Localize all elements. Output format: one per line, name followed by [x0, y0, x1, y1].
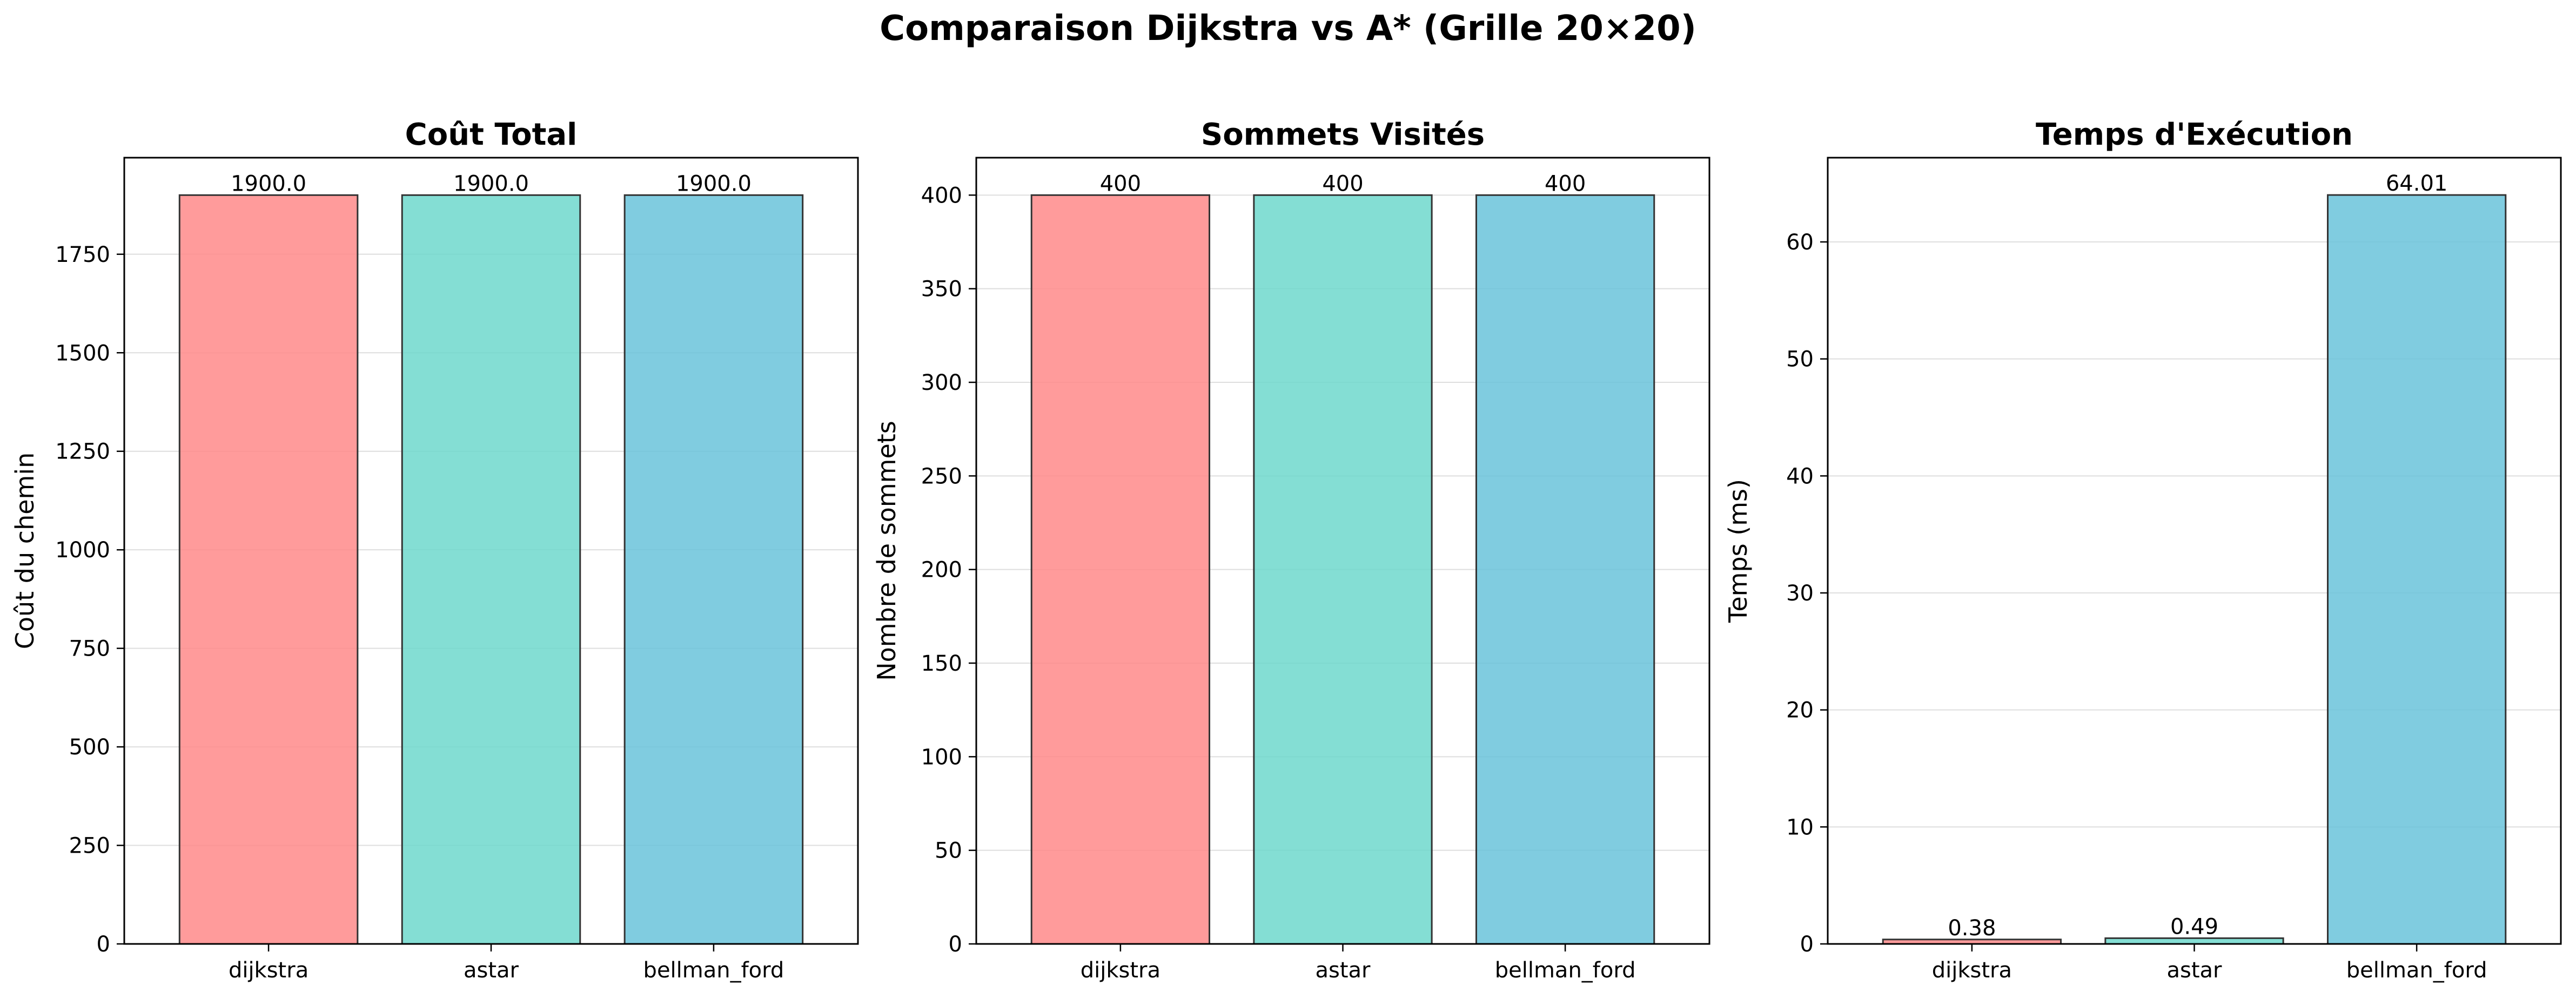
axes-frame: [123, 157, 859, 945]
bar-value-label: 0.49: [2170, 914, 2218, 939]
bar-value-label: 1900.0: [231, 171, 306, 196]
x-tick-label: dijkstra: [229, 958, 308, 983]
y-tick-label: 20: [1786, 698, 1814, 723]
y-axis-label: Nombre de sommets: [872, 421, 901, 681]
y-tick-label: 10: [1786, 815, 1814, 840]
axes-frame: [1827, 157, 2562, 945]
bar-value-label: 0.38: [1948, 916, 1996, 941]
y-tick-label: 250: [921, 464, 962, 489]
y-tick-label: 1250: [55, 440, 110, 464]
y-tick-label: 40: [1786, 464, 1814, 489]
chart-panel-2: 400 dijkstra 400 astar 400 bellman_ford 0 50 100…: [872, 117, 1710, 983]
y-tick-label: 50: [935, 839, 962, 863]
bar-value-label: 400: [1322, 171, 1363, 196]
bar-value-label: 400: [1100, 171, 1141, 196]
y-tick-label: 100: [921, 745, 962, 770]
y-tick-label: 50: [1786, 347, 1814, 372]
x-tick-label: dijkstra: [1081, 958, 1160, 983]
x-tick-label: astar: [464, 958, 519, 983]
bar-bellman_ford: [2326, 194, 2507, 945]
y-tick-label: 400: [921, 183, 962, 208]
x-tick-label: dijkstra: [1932, 958, 2012, 983]
bar-dijkstra: [178, 194, 359, 945]
y-tick-label: 0: [1800, 932, 1814, 957]
bar-value-label: 64.01: [2386, 171, 2448, 196]
figure-title: Comparaison Dijkstra vs A* (Grille 20×20…: [880, 9, 1696, 49]
y-tick-label: 500: [69, 735, 110, 760]
x-tick-label: astar: [2167, 958, 2223, 983]
bar-bellman_ford: [623, 194, 804, 945]
y-tick-label: 1000: [55, 538, 110, 563]
bar-bellman_ford: [1475, 194, 1655, 945]
y-tick-label: 60: [1786, 230, 1814, 255]
chart-title: Temps d'Exécution: [2036, 117, 2353, 152]
y-tick-label: 300: [921, 370, 962, 395]
y-tick-label: 750: [69, 637, 110, 662]
bar-astar: [1253, 194, 1433, 945]
x-tick-label: bellman_ford: [643, 958, 784, 983]
y-tick-label: 150: [921, 651, 962, 676]
y-tick-label: 0: [97, 932, 110, 957]
y-axis-label: Temps (ms): [1723, 479, 1753, 623]
y-tick-label: 250: [69, 834, 110, 859]
y-tick-label: 350: [921, 277, 962, 302]
x-tick-label: bellman_ford: [1495, 958, 1636, 983]
chart-title: Coût Total: [405, 117, 578, 152]
chart-panel-3: 0.38 dijkstra 0.49 astar 64.01 bellman_ford 0 1…: [1723, 117, 2562, 983]
y-tick-label: 1750: [55, 242, 110, 267]
x-tick-label: bellman_ford: [2346, 958, 2487, 983]
bar-value-label: 400: [1545, 171, 1586, 196]
y-axis-label: Coût du chemin: [10, 453, 39, 650]
bar-value-label: 1900.0: [453, 171, 529, 196]
y-tick-label: 200: [921, 558, 962, 583]
bar-value-label: 1900.0: [676, 171, 752, 196]
y-tick-label: 30: [1786, 581, 1814, 606]
chart-title: Sommets Visités: [1201, 117, 1485, 152]
bar-dijkstra: [1030, 194, 1211, 945]
axes-frame: [975, 157, 1710, 945]
y-tick-label: 0: [949, 932, 962, 957]
bar-astar: [401, 194, 581, 945]
y-tick-label: 1500: [55, 341, 110, 366]
chart-panel-1: 1900.0 dijkstra 1900.0 astar 1900.0 bellman_f…: [10, 117, 859, 983]
x-tick-label: astar: [1316, 958, 1371, 983]
